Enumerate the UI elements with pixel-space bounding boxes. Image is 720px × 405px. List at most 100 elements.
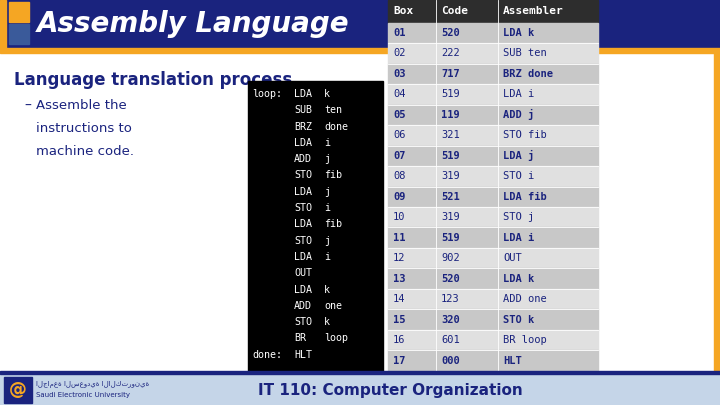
Bar [498, 43, 598, 64]
Text: LDA: LDA [294, 252, 312, 262]
Bar [388, 166, 436, 186]
Text: ADD j: ADD j [503, 109, 534, 120]
Text: 520: 520 [441, 274, 460, 284]
Bar [436, 43, 498, 64]
Bar [498, 104, 598, 125]
Bar [388, 330, 436, 350]
Bar [498, 186, 598, 207]
Text: j: j [324, 236, 330, 245]
Text: k: k [324, 89, 330, 99]
Bar [714, 53, 720, 373]
Text: 09: 09 [393, 192, 405, 202]
Text: STO: STO [294, 317, 312, 327]
Text: OUT: OUT [294, 268, 312, 278]
Text: SUB ten: SUB ten [503, 48, 546, 58]
Text: 000: 000 [441, 356, 460, 366]
Bar [388, 289, 436, 309]
Text: LDA fib: LDA fib [503, 192, 546, 202]
Bar [436, 350, 498, 371]
Text: 123: 123 [441, 294, 460, 304]
Text: BR loop: BR loop [503, 335, 546, 345]
Text: 13: 13 [393, 274, 405, 284]
Bar [0, 371, 720, 374]
Bar [388, 23, 436, 43]
Bar [436, 64, 498, 84]
Text: 321: 321 [441, 130, 460, 140]
Bar [388, 84, 436, 104]
Text: 601: 601 [441, 335, 460, 345]
Text: 222: 222 [441, 48, 460, 58]
Text: OUT: OUT [503, 253, 522, 263]
Text: ADD: ADD [294, 301, 312, 311]
Bar [388, 145, 436, 166]
Bar [498, 330, 598, 350]
Text: BRZ done: BRZ done [503, 69, 553, 79]
Text: 11: 11 [393, 233, 405, 243]
Text: 319: 319 [441, 171, 460, 181]
Bar [436, 330, 498, 350]
Text: Box: Box [393, 6, 413, 16]
Bar [388, 186, 436, 207]
Bar [498, 145, 598, 166]
Bar [0, 0, 6, 48]
Text: 519: 519 [441, 233, 460, 243]
Bar [498, 84, 598, 104]
Text: 06: 06 [393, 130, 405, 140]
Text: SUB: SUB [294, 105, 312, 115]
Text: loop:: loop: [252, 89, 282, 99]
Bar [9, 2, 29, 22]
Text: Saudi Electronic University: Saudi Electronic University [36, 392, 130, 398]
Text: 03: 03 [393, 69, 405, 79]
Bar [388, 64, 436, 84]
Bar [436, 228, 498, 248]
Bar [0, 48, 720, 53]
Bar [388, 248, 436, 269]
Bar [9, 24, 29, 44]
Bar [388, 104, 436, 125]
Bar [498, 350, 598, 371]
Text: 902: 902 [441, 253, 460, 263]
Text: LDA: LDA [294, 284, 312, 294]
Text: 05: 05 [393, 110, 405, 120]
Text: STO: STO [294, 203, 312, 213]
Text: BR: BR [294, 333, 306, 343]
Text: STO i: STO i [503, 171, 534, 181]
Bar [436, 269, 498, 289]
Bar [498, 309, 598, 330]
Text: i: i [324, 203, 330, 213]
Text: 04: 04 [393, 89, 405, 99]
Bar [498, 23, 598, 43]
Bar [0, 373, 720, 405]
Bar [388, 43, 436, 64]
Text: IT 110: Computer Organization: IT 110: Computer Organization [258, 382, 523, 397]
Bar [498, 248, 598, 269]
Bar [436, 309, 498, 330]
Bar [388, 125, 436, 145]
Text: 320: 320 [441, 315, 460, 325]
Text: Assemble the
instructions to
machine code.: Assemble the instructions to machine cod… [36, 99, 134, 158]
Text: Code: Code [441, 6, 468, 16]
Bar [436, 84, 498, 104]
Bar [0, 0, 720, 48]
Text: 519: 519 [441, 151, 460, 161]
Bar [388, 269, 436, 289]
Text: STO fib: STO fib [503, 130, 546, 140]
Text: LDA: LDA [294, 187, 312, 197]
Text: Assembly Language: Assembly Language [37, 10, 350, 38]
Bar [436, 125, 498, 145]
Bar [436, 145, 498, 166]
Bar [436, 289, 498, 309]
Text: done: done [324, 122, 348, 132]
Text: one: one [324, 301, 342, 311]
Bar [498, 64, 598, 84]
Bar [388, 228, 436, 248]
Text: 15: 15 [393, 315, 405, 325]
Bar [436, 104, 498, 125]
Text: fib: fib [324, 171, 342, 181]
Bar [248, 81, 383, 371]
Text: BRZ: BRZ [294, 122, 312, 132]
Text: LDA: LDA [294, 220, 312, 229]
Text: الجامعة السعودية الالكترونية: الجامعة السعودية الالكترونية [36, 382, 149, 388]
Text: 01: 01 [393, 28, 405, 38]
Bar [436, 0, 498, 23]
